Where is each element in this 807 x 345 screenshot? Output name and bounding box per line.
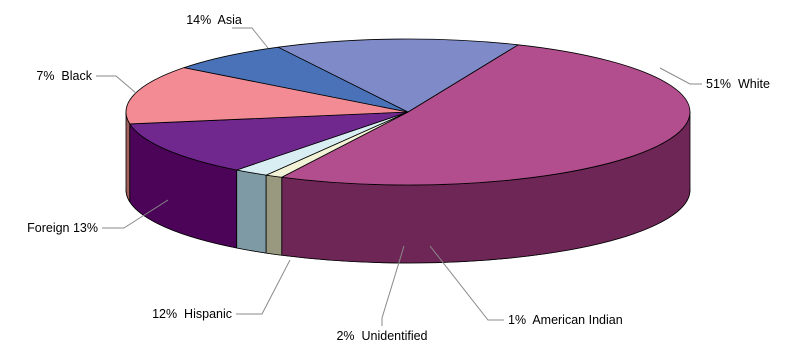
leader-line-white <box>659 67 702 85</box>
pie-side-foreign <box>125 111 131 203</box>
pie-slice-asia <box>277 38 519 113</box>
slice-label-foreign: Foreign 13% <box>27 221 98 235</box>
slice-label-unidentified: 2% Unidentified <box>336 329 427 343</box>
leader-line-black <box>96 75 137 94</box>
pie-slice-hispanic <box>129 111 409 171</box>
slice-label-hispanic: 12% Hispanic <box>152 307 232 321</box>
leader-line-unidentified <box>381 245 405 326</box>
pie-side-american-indian <box>265 174 283 256</box>
leader-line-hispanic <box>236 259 291 315</box>
slice-label-american-indian: 1% American Indian <box>508 313 623 327</box>
pie-slice-white <box>281 44 691 186</box>
slice-label-black: 7% Black <box>36 69 92 83</box>
slice-label-white: 51% White <box>706 77 770 91</box>
slice-label-asia: 14% Asia <box>186 13 242 27</box>
leader-line-asia <box>232 27 269 49</box>
pie-slice-foreign <box>125 67 409 125</box>
pie-slice-black <box>183 46 409 113</box>
pie-side-unidentified <box>236 169 267 254</box>
leader-line-american-indian <box>429 245 504 321</box>
leader-line-foreign <box>102 199 169 229</box>
